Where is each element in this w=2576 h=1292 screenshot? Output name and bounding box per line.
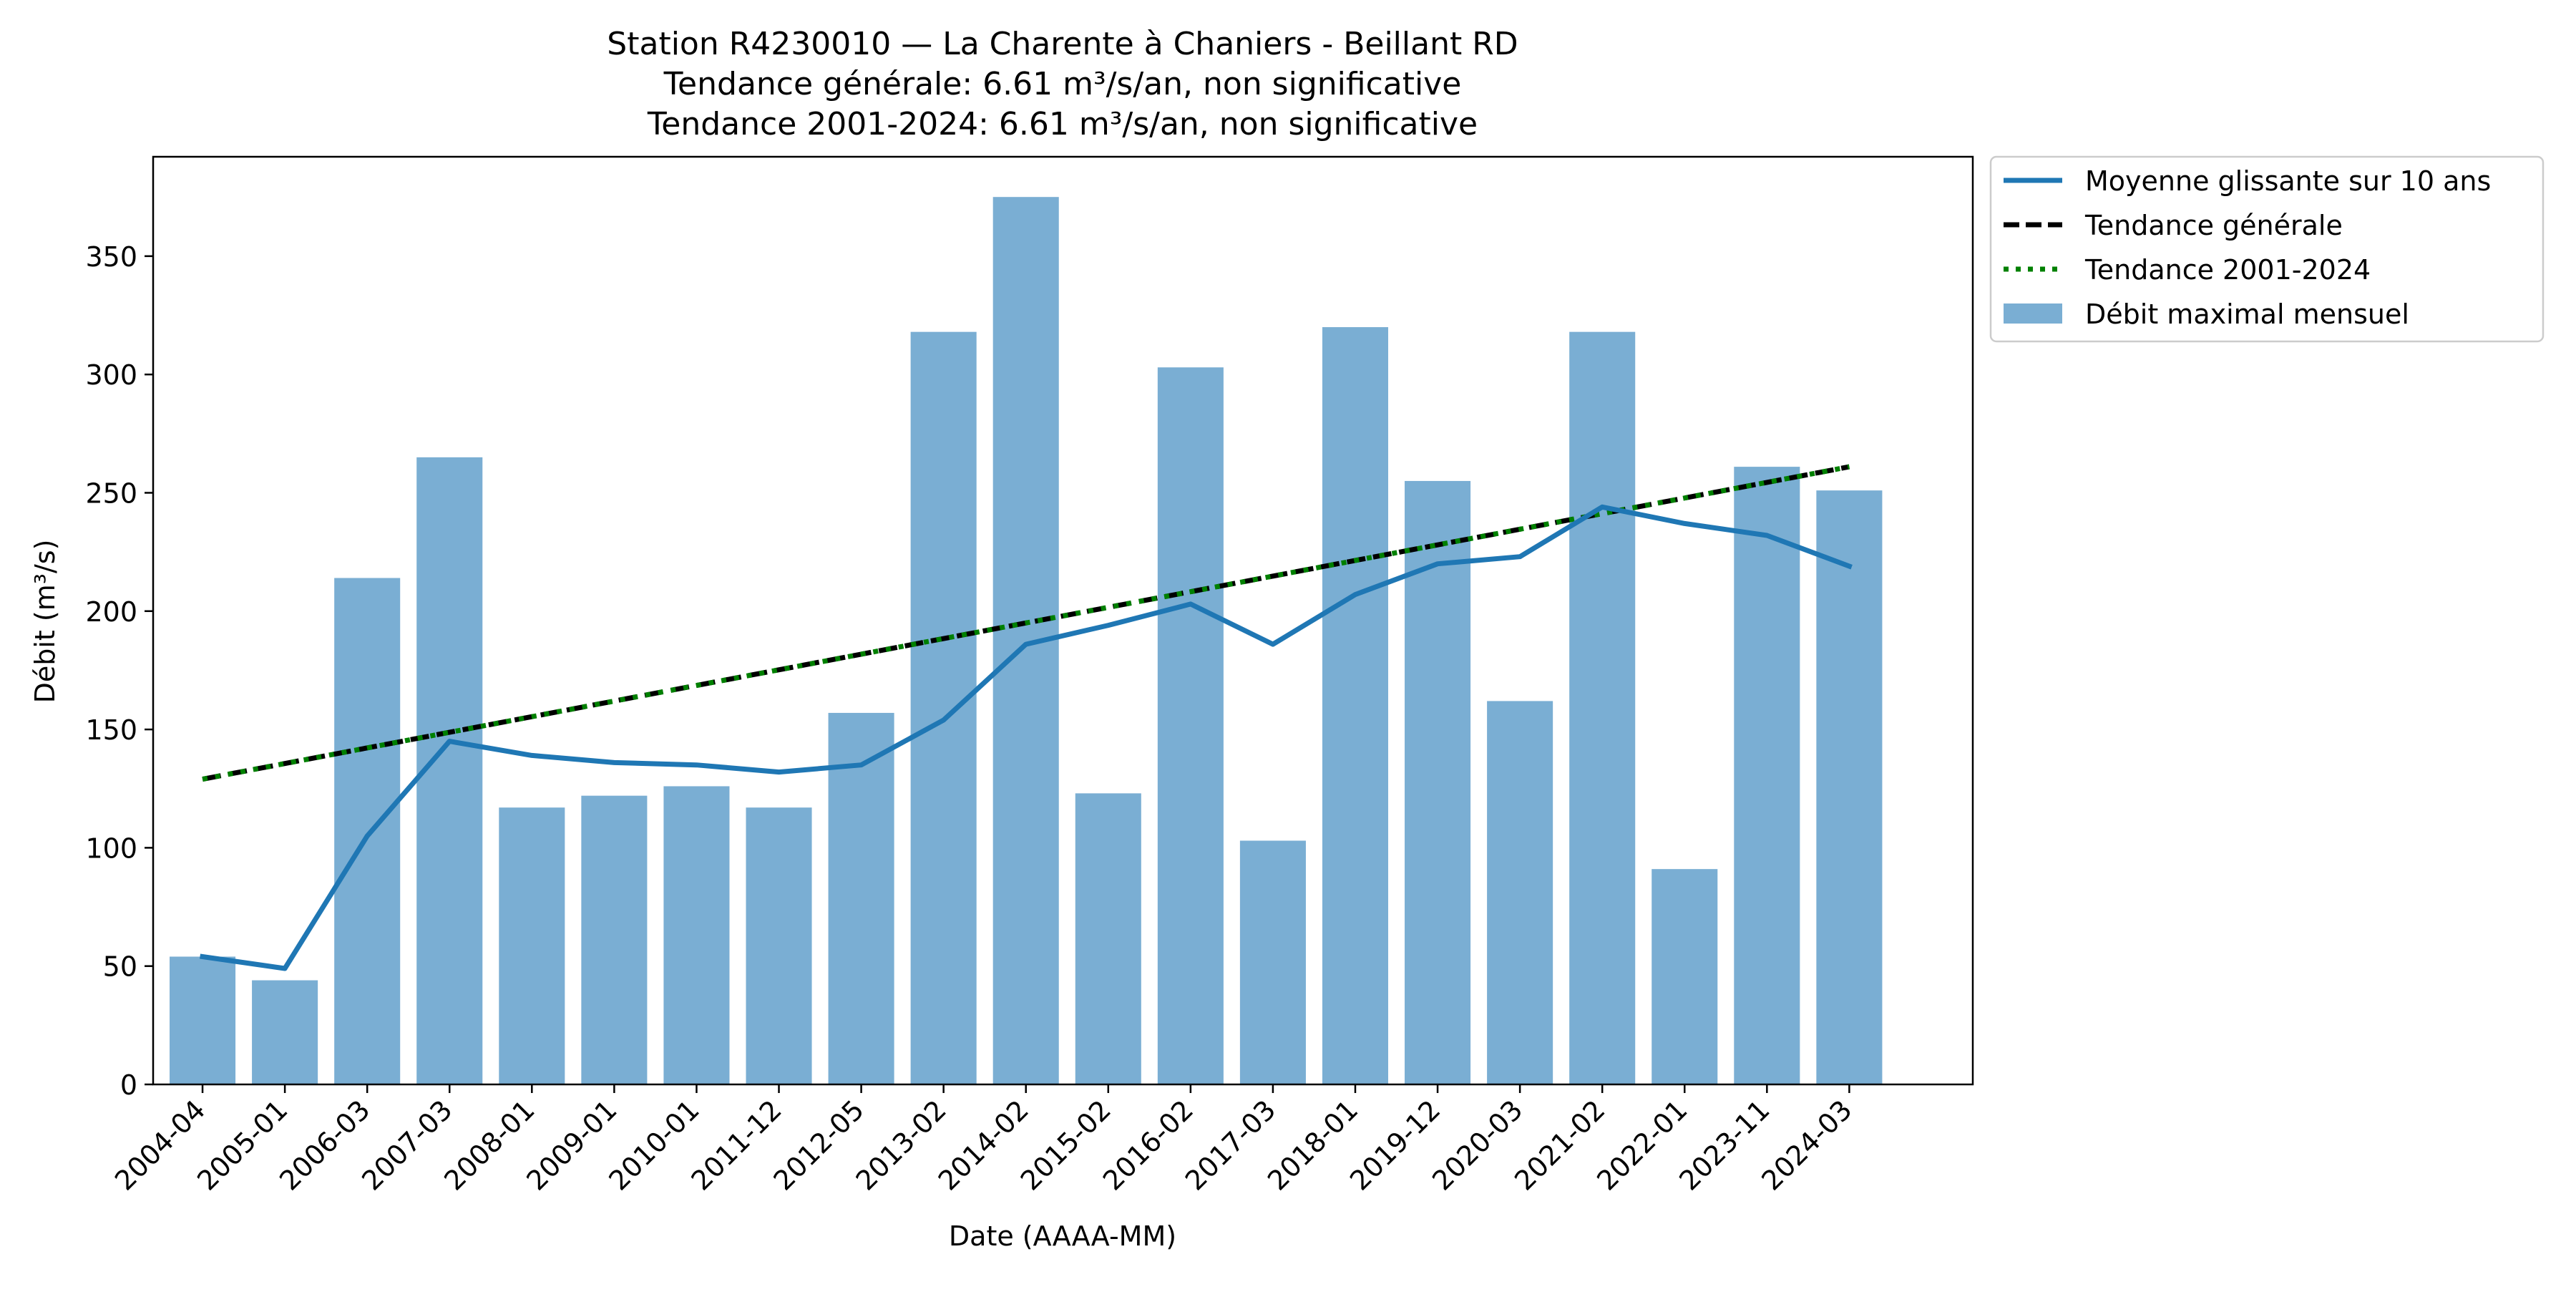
x-tick-label-2013-02: 2013-02 [850, 1094, 952, 1196]
x-tick-label-2023-11: 2023-11 [1673, 1094, 1775, 1196]
bar-2004-04 [170, 956, 236, 1084]
x-tick-label-2014-02: 2014-02 [932, 1094, 1035, 1196]
chart-title-line-3: Tendance 2001-2024: 6.61 m³/s/an, non si… [647, 106, 1478, 142]
x-tick-label-2012-05: 2012-05 [768, 1094, 870, 1196]
x-tick-label-2017-03: 2017-03 [1179, 1094, 1282, 1196]
y-axis-label: Débit (m³/s) [29, 540, 61, 704]
x-tick-label-2019-12: 2019-12 [1344, 1094, 1446, 1196]
bar-2005-01 [252, 980, 318, 1084]
legend-label-1: Tendance générale [2084, 210, 2343, 241]
bar-2008-01 [499, 807, 565, 1084]
bar-2021-02 [1569, 331, 1636, 1084]
plot-frame [152, 155, 1974, 1086]
x-tick-label-2007-03: 2007-03 [356, 1094, 458, 1196]
legend-label-0: Moyenne glissante sur 10 ans [2085, 165, 2491, 197]
bar-2024-03 [1816, 490, 1883, 1084]
y-tick-label-50: 50 [103, 951, 137, 983]
bar-2015-02 [1075, 793, 1141, 1084]
y-tick-label-200: 200 [85, 596, 137, 628]
x-tick-label-2022-01: 2022-01 [1591, 1094, 1693, 1196]
x-tick-label-2016-02: 2016-02 [1097, 1094, 1199, 1196]
x-tick-label-2006-03: 2006-03 [273, 1094, 376, 1196]
chart-title-line-1: Station R4230010 — La Charente à Chanier… [607, 26, 1518, 62]
y-tick-label-300: 300 [85, 359, 137, 391]
bar-2007-03 [416, 457, 483, 1084]
legend-swatch-bars [2004, 303, 2062, 324]
x-tick-label-2018-01: 2018-01 [1262, 1094, 1364, 1196]
y-tick-label-250: 250 [85, 477, 137, 509]
bar-2019-12 [1405, 480, 1471, 1084]
x-tick-label-2020-03: 2020-03 [1426, 1094, 1528, 1196]
bar-2016-02 [1157, 367, 1224, 1084]
bar-2020-03 [1487, 701, 1553, 1084]
x-tick-label-2015-02: 2015-02 [1015, 1094, 1117, 1196]
chart-title-line-2: Tendance générale: 6.61 m³/s/an, non sig… [663, 66, 1462, 102]
bar-2010-01 [663, 786, 730, 1084]
x-tick-label-2010-01: 2010-01 [602, 1094, 705, 1196]
bar-2018-01 [1322, 327, 1389, 1085]
x-tick-label-2005-01: 2005-01 [191, 1094, 293, 1196]
bar-2023-11 [1734, 467, 1800, 1084]
moving-average-line [200, 504, 1853, 971]
x-tick-label-2011-12: 2011-12 [685, 1094, 787, 1196]
legend: Moyenne glissante sur 10 ans Tendance gén… [1989, 155, 2545, 343]
x-tick-label-2009-01: 2009-01 [520, 1094, 623, 1196]
bar-2017-03 [1239, 840, 1306, 1084]
trend-line-2001-2024 [202, 464, 1850, 782]
bar-2022-01 [1652, 869, 1718, 1084]
bar-2013-02 [910, 331, 977, 1084]
x-tick-label-2004-04: 2004-04 [109, 1094, 211, 1196]
y-tick-label-100: 100 [85, 832, 137, 864]
legend-label-3: Débit maximal mensuel [2085, 298, 2409, 330]
x-tick-label-2021-02: 2021-02 [1508, 1094, 1611, 1196]
y-tick-label-0: 0 [120, 1069, 137, 1101]
x-axis-label: Date (AAAA-MM) [949, 1220, 1176, 1252]
x-tick-label-2008-01: 2008-01 [438, 1094, 540, 1196]
x-tick-label-2024-03: 2024-03 [1755, 1094, 1858, 1196]
legend-box [1989, 155, 2545, 343]
bar-2011-12 [746, 807, 812, 1084]
legend-label-2: Tendance 2001-2024 [2084, 254, 2371, 286]
y-tick-label-150: 150 [85, 714, 137, 746]
bar-2012-05 [828, 712, 894, 1084]
bar-2006-03 [334, 578, 401, 1084]
y-tick-label-350: 350 [85, 241, 137, 273]
bar-2009-01 [581, 795, 648, 1084]
